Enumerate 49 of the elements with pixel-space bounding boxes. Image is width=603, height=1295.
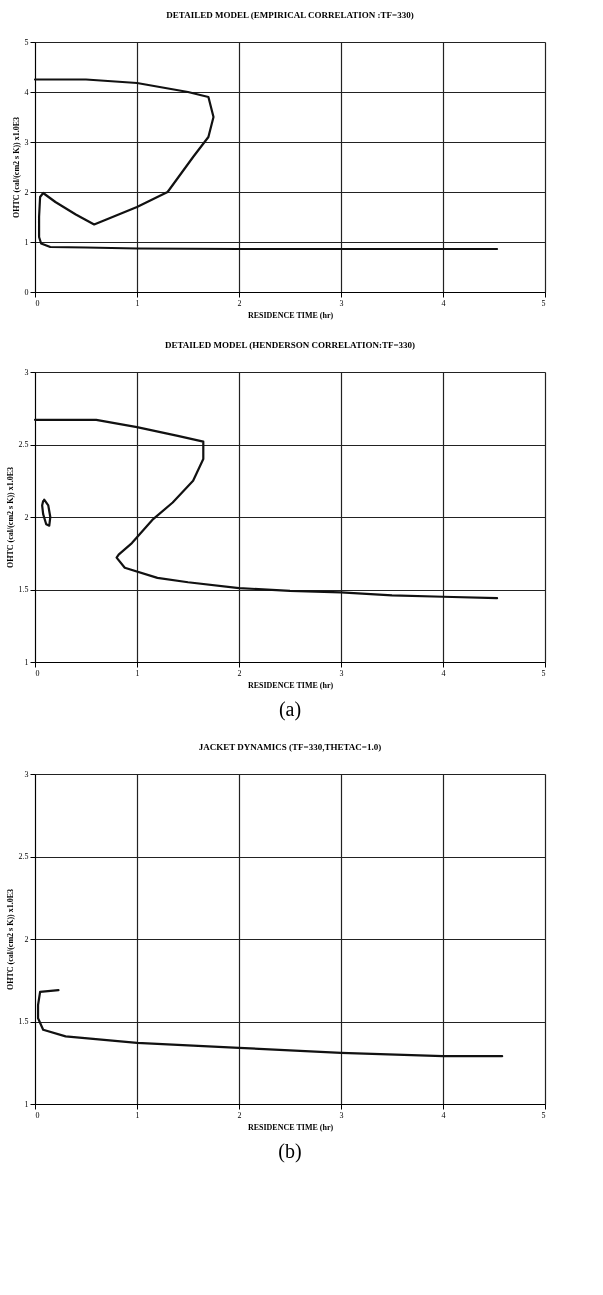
x-tick-label: 3	[339, 1110, 344, 1120]
y-tick-label: 2	[24, 934, 29, 944]
line-series	[33, 418, 499, 600]
y-tick-label: 1	[24, 237, 29, 247]
x-tick-label: 5	[541, 298, 546, 308]
x-tick-label: 2	[237, 1110, 242, 1120]
chart-title: DETAILED MODEL (EMPIRICAL CORRELATION :TF=330)	[166, 10, 414, 20]
y-tick-label: 1	[24, 1099, 29, 1109]
chart-title: DETAILED MODEL (HENDERSON CORRELATION:TF=330)	[164, 340, 416, 350]
x-axis-title: RESIDENCE TIME (hr)	[247, 310, 334, 320]
y-tick-label: 0	[24, 287, 29, 297]
y-axis-title: OHTC (cal/(cm2 s K)) x1.0E3	[11, 116, 21, 219]
x-tick-label: 4	[441, 298, 446, 308]
x-tick-label: 2	[237, 298, 242, 308]
x-tick-label: 3	[339, 298, 344, 308]
x-tick-label: 0	[35, 1110, 40, 1120]
y-tick-label: 4	[24, 87, 29, 97]
line-series	[33, 78, 499, 251]
y-tick-label: 5	[24, 37, 29, 47]
y-tick-label: 1.5	[18, 585, 29, 594]
y-tick-label: 1	[24, 657, 29, 667]
chart-title: JACKET DYNAMICS (TF=330,THETAC=1.0)	[198, 742, 382, 752]
x-tick-label: 1	[135, 298, 140, 308]
y-tick-label: 2	[24, 187, 29, 197]
x-tick-label: 1	[135, 668, 140, 678]
y-tick-label: 2.5	[18, 440, 29, 449]
line-series	[41, 498, 52, 527]
x-tick-label: 5	[541, 668, 546, 678]
y-axis-title: OHTC (cal/(cm2 s K)) x1.0E3	[5, 466, 15, 569]
line-series	[36, 989, 504, 1058]
y-tick-label: 2	[24, 512, 29, 522]
x-tick-label: 0	[35, 298, 40, 308]
text: (b)	[278, 1140, 302, 1163]
x-tick-label: 3	[339, 668, 344, 678]
y-axis-title: OHTC (cal/(cm2 s K)) x1.0E3	[5, 888, 15, 991]
text: (a)	[278, 698, 302, 721]
x-tick-label: 2	[237, 668, 242, 678]
x-tick-label: 0	[35, 668, 40, 678]
x-tick-label: 5	[541, 1110, 546, 1120]
y-tick-label: 2.5	[18, 852, 29, 861]
x-axis-title: RESIDENCE TIME (hr)	[247, 680, 334, 690]
x-tick-label: 4	[441, 1110, 446, 1120]
y-tick-label: 3	[24, 137, 29, 147]
y-tick-label: 1.5	[18, 1017, 29, 1026]
y-tick-label: 3	[24, 367, 29, 377]
x-tick-label: 1	[135, 1110, 140, 1120]
x-tick-label: 4	[441, 668, 446, 678]
x-axis-title: RESIDENCE TIME (hr)	[247, 1122, 334, 1132]
y-tick-label: 3	[24, 769, 29, 779]
